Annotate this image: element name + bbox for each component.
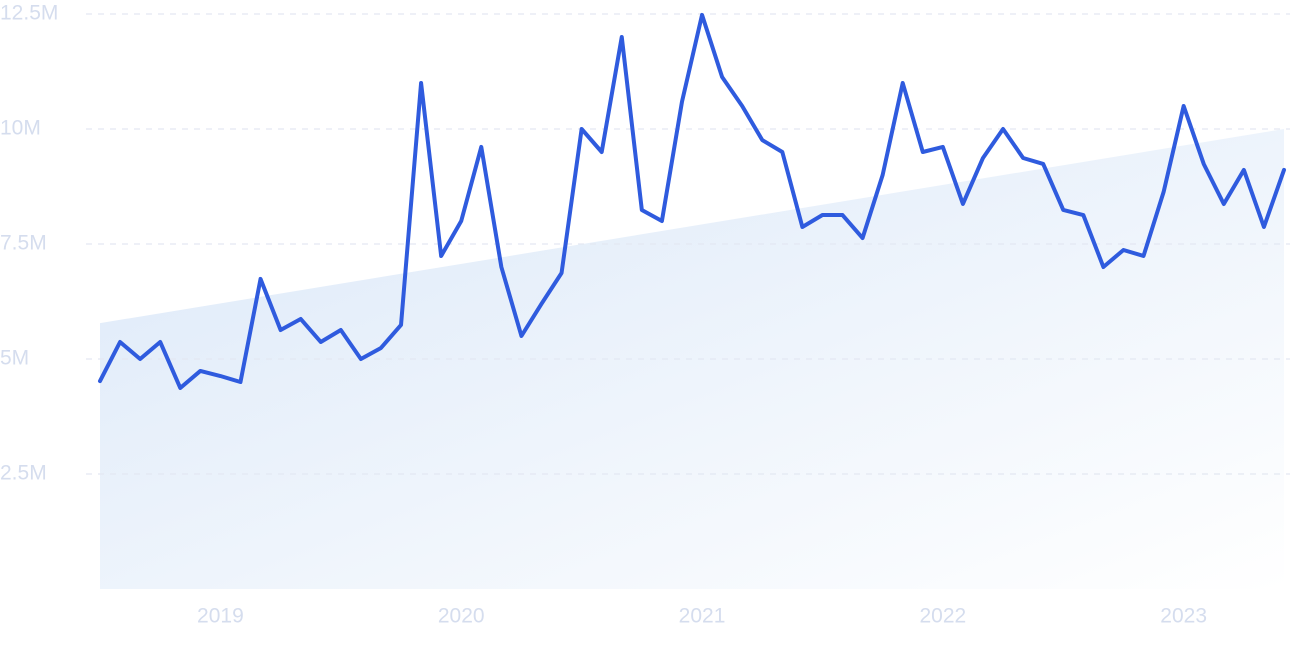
x-tick-label: 2022 [919, 605, 966, 628]
y-tick-label: 2.5M [0, 462, 47, 485]
x-tick-label: 2023 [1160, 605, 1207, 628]
y-tick-label: 12.5M [0, 2, 58, 25]
x-tick-label: 2021 [679, 605, 726, 628]
x-tick-label: 2020 [438, 605, 485, 628]
data-line [98, 12, 1286, 390]
x-tick-label: 2019 [197, 605, 244, 628]
y-tick-label: 7.5M [0, 232, 47, 255]
y-tick-label: 10M [0, 117, 41, 140]
y-tick-label: 5M [0, 347, 29, 370]
